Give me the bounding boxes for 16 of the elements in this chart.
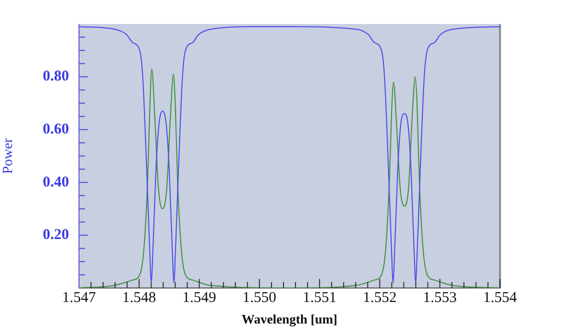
y-tick-label: 0.60 [42,121,69,138]
x-tick-label: 1.547 [62,290,96,306]
y-axis-title: Power [1,138,16,174]
y-tick-label: 0.40 [42,174,69,190]
line-series [79,68,500,288]
x-tick-label: 1.550 [242,290,276,306]
x-tick-label: 1.549 [182,290,216,306]
y-tick-label: 0.80 [42,68,69,85]
x-tick-label: 1.551 [302,290,336,306]
line-series [79,26,500,284]
x-axis-title: Wavelength [um] [242,312,338,327]
y-tick-label: 0.20 [42,227,69,244]
x-tick-label: 1.548 [122,290,156,306]
x-tick-label: 1.552 [362,290,397,306]
x-tick-label: 1.554 [483,290,518,306]
x-tick-label: 1.553 [422,290,457,306]
